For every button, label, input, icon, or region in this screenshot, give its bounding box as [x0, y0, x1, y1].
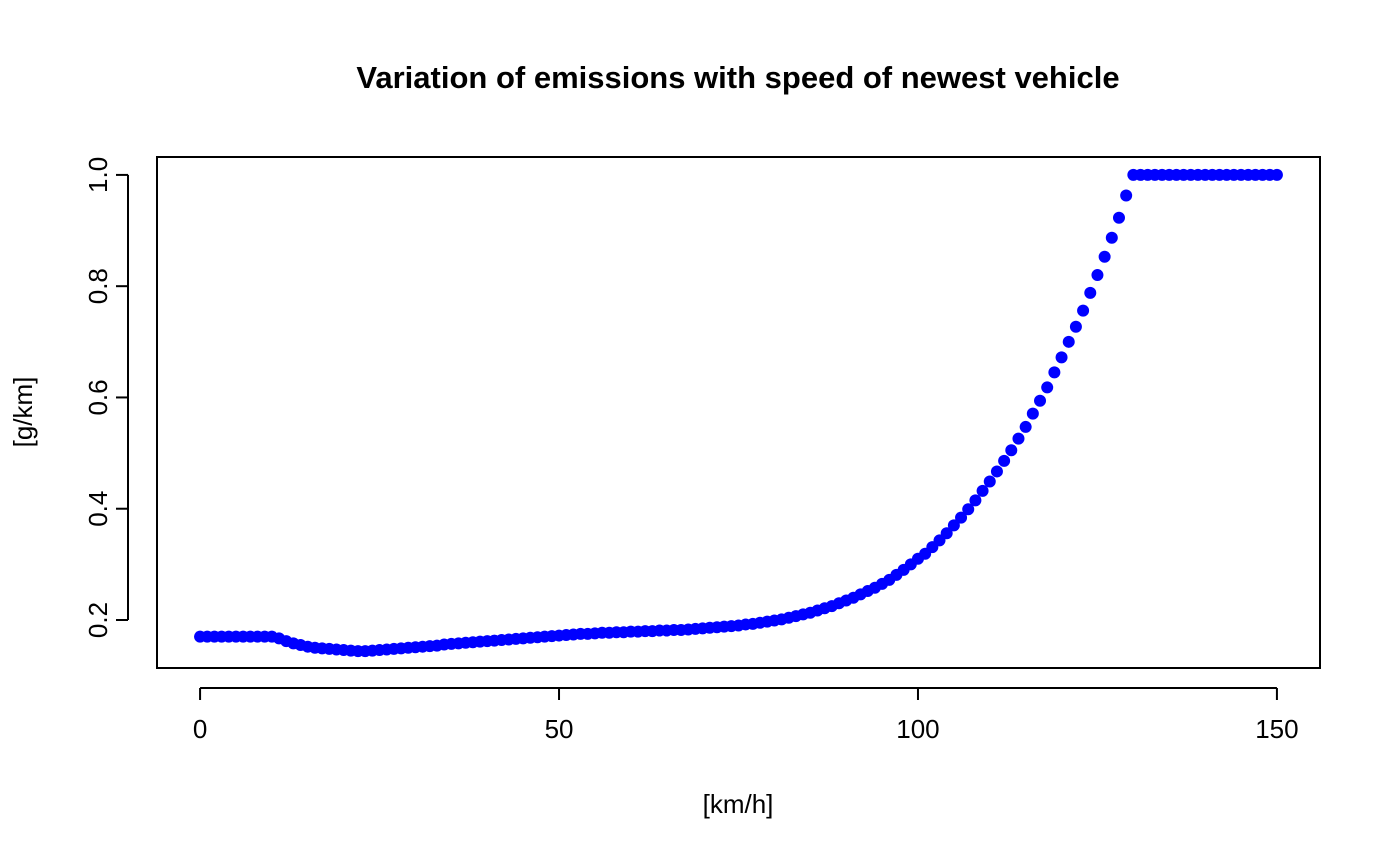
point [998, 454, 1011, 467]
x-tick-label: 100 [896, 714, 939, 744]
point [1105, 231, 1118, 244]
point [990, 465, 1003, 478]
point [976, 484, 989, 497]
point [1026, 407, 1039, 420]
point [1084, 286, 1097, 299]
y-axis-label: [g/km] [8, 377, 38, 448]
point [1019, 420, 1032, 433]
point [955, 511, 968, 524]
point [1041, 381, 1054, 394]
y-tick-label: 0.2 [83, 602, 113, 638]
x-tick-label: 50 [545, 714, 574, 744]
point [1077, 304, 1090, 317]
point [1098, 250, 1111, 263]
point [1112, 211, 1125, 224]
point [1012, 432, 1025, 445]
point [1048, 366, 1061, 379]
y-tick-label: 1.0 [83, 157, 113, 193]
point [1270, 168, 1283, 181]
point [1055, 351, 1068, 364]
point [940, 527, 953, 540]
x-tick-label: 0 [193, 714, 207, 744]
point [1034, 394, 1047, 407]
y-tick-label: 0.4 [83, 491, 113, 527]
point [1091, 269, 1104, 282]
y-tick-label: 0.8 [83, 268, 113, 304]
point [1120, 189, 1133, 202]
plot-frame [156, 156, 1321, 669]
point [969, 494, 982, 507]
point [1062, 335, 1075, 348]
chart-title: Variation of emissions with speed of new… [356, 60, 1119, 95]
point [962, 503, 975, 516]
point [983, 475, 996, 488]
x-tick-label: 150 [1255, 714, 1298, 744]
y-tick-label: 0.6 [83, 379, 113, 415]
x-axis-label: [km/h] [703, 789, 774, 819]
point [1005, 444, 1018, 457]
point [1069, 320, 1082, 333]
point [947, 519, 960, 532]
